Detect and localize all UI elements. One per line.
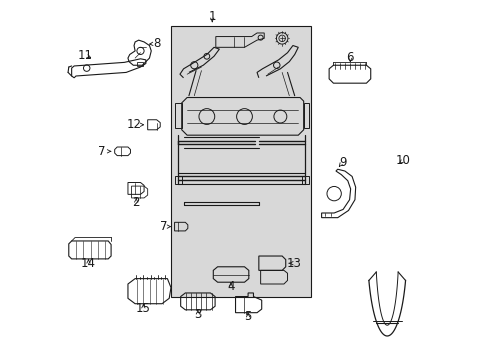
Text: 3: 3	[194, 308, 201, 321]
Text: 6: 6	[346, 51, 353, 64]
Text: 8: 8	[153, 36, 160, 50]
Text: 10: 10	[395, 154, 409, 167]
Text: 5: 5	[244, 310, 251, 324]
Text: 4: 4	[226, 280, 234, 293]
Text: 7: 7	[98, 145, 106, 158]
Text: 11: 11	[77, 49, 92, 62]
Text: 12: 12	[126, 118, 141, 131]
Text: 14: 14	[81, 257, 96, 270]
Text: 9: 9	[339, 156, 346, 169]
Text: 15: 15	[136, 302, 150, 315]
Text: 7: 7	[160, 220, 167, 233]
Text: 13: 13	[286, 257, 301, 270]
FancyBboxPatch shape	[171, 26, 310, 297]
Text: 2: 2	[132, 196, 140, 209]
Text: 1: 1	[208, 10, 216, 23]
